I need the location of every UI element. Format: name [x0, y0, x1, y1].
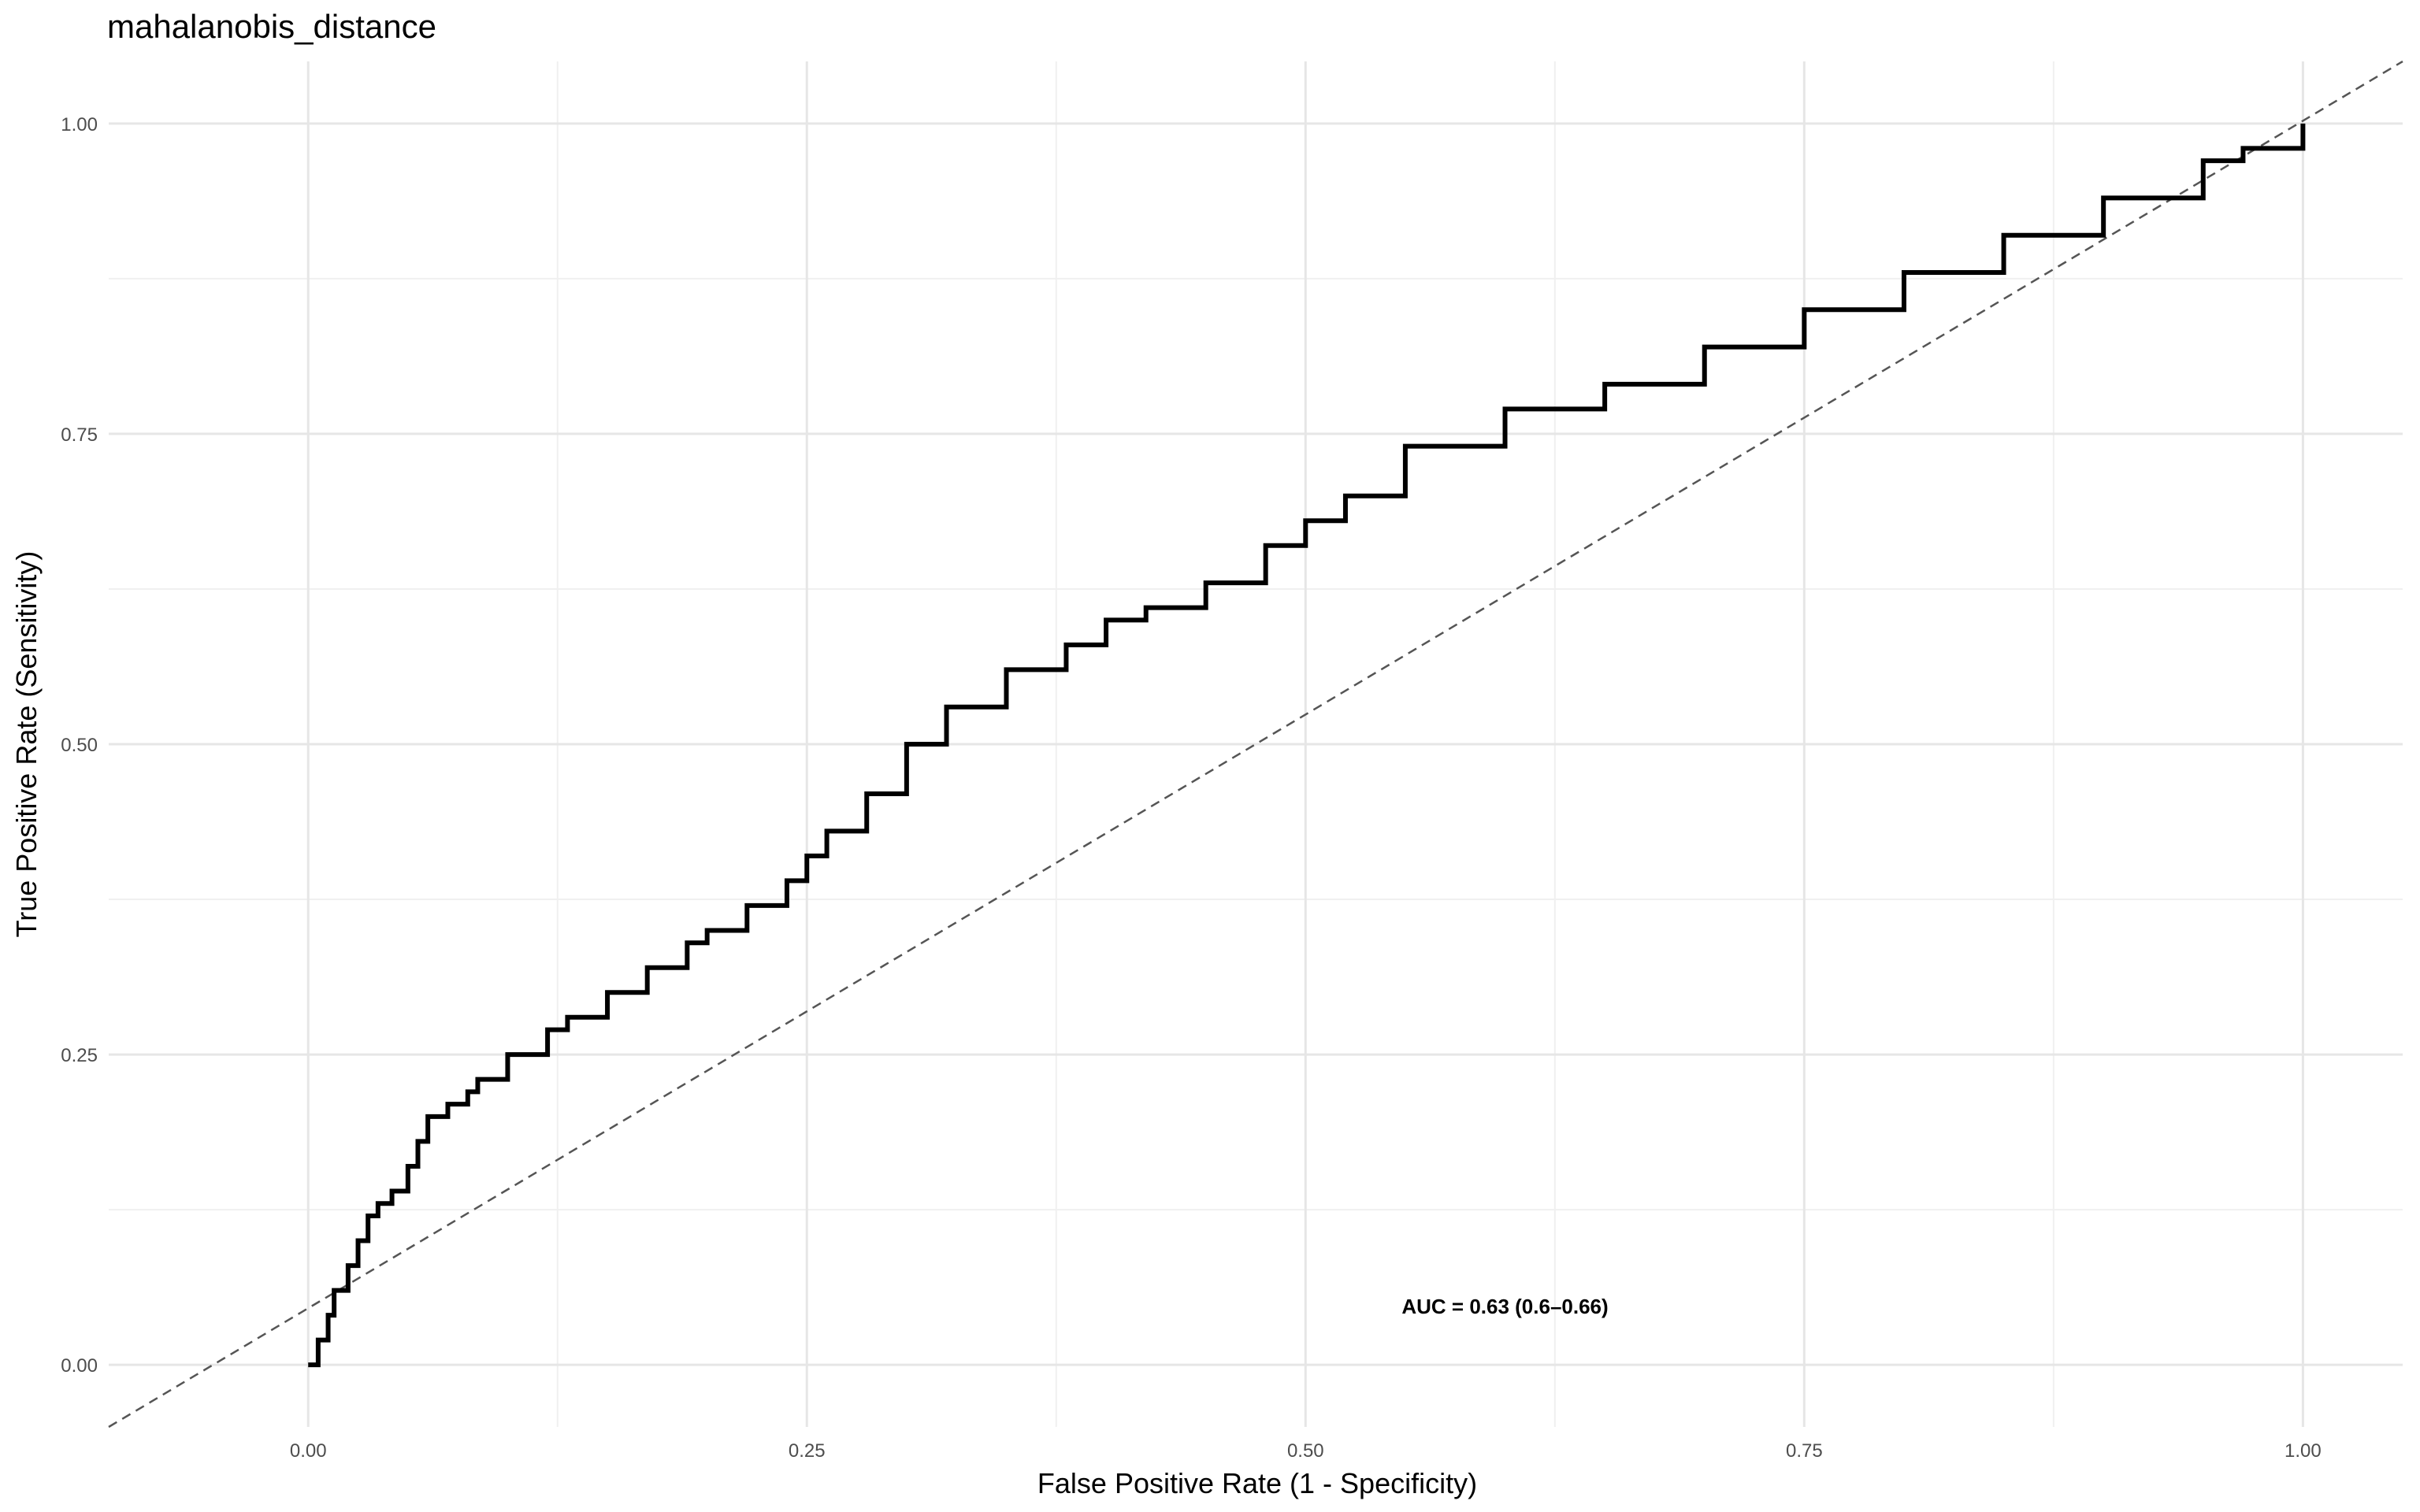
roc-curve-line: [308, 123, 2306, 1368]
x-axis-title: False Positive Rate (1 - Specificity): [1037, 1467, 1477, 1499]
y-tick-label: 0.00: [61, 1355, 98, 1377]
chance-reference-line: [108, 60, 2403, 1429]
x-tick-label: 0.75: [1786, 1440, 1823, 1462]
y-tick-label: 1.00: [61, 114, 98, 135]
x-tick-label: 1.00: [2285, 1440, 2322, 1462]
y-axis-title: True Positive Rate (Sensitivity): [10, 551, 43, 938]
auc-annotation: AUC = 0.63 (0.6–0.66): [1401, 1295, 1608, 1318]
x-tick-label: 0.25: [789, 1440, 826, 1462]
tick-labels: 0.00 0.25 0.50 0.75 1.00 0.00 0.25 0.50 0.75 1.00: [61, 114, 2321, 1462]
x-tick-label: 0.50: [1287, 1440, 1324, 1462]
x-tick-label: 0.00: [290, 1440, 327, 1462]
chart-title: mahalanobis_distance: [107, 8, 436, 45]
grid-lines: [109, 61, 2403, 1427]
y-tick-label: 0.25: [61, 1045, 98, 1066]
y-tick-label: 0.75: [61, 424, 98, 446]
reference-line-group: [108, 60, 2403, 1429]
y-tick-label: 0.50: [61, 735, 98, 756]
series-group: [308, 123, 2306, 1368]
